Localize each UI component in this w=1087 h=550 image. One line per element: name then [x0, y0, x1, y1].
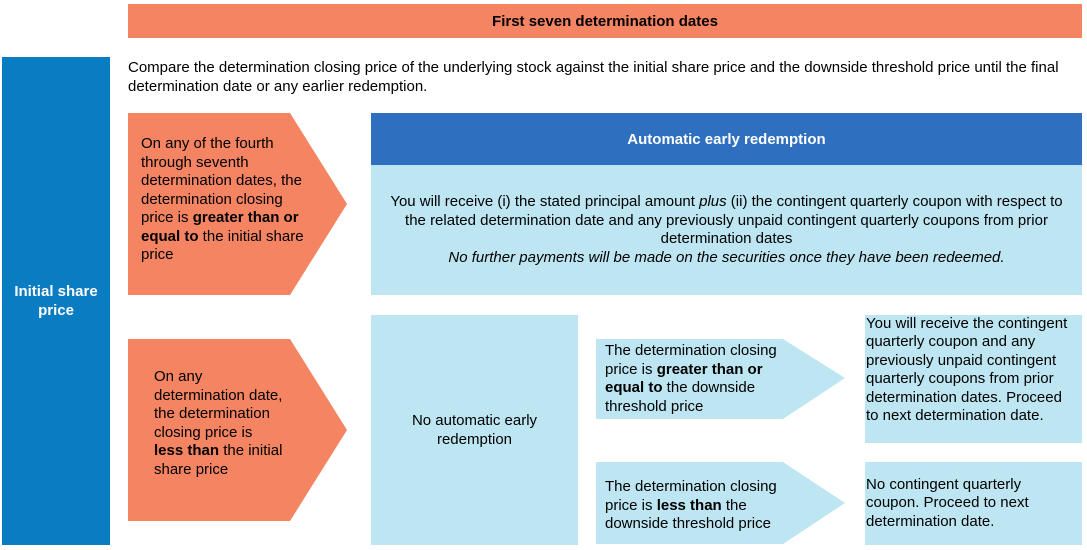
branch-lower-text: The determination closing price is less … [605, 478, 777, 532]
no-redemption-label: No automatic early redemption [411, 412, 538, 448]
redemption-title-bar: Automatic early redemption [371, 113, 1082, 165]
intro-text: Compare the determination closing price … [128, 59, 1059, 95]
outcome-lower-text: No contingent quarterly coupon. Proceed … [866, 475, 1029, 530]
redemption-body: You will receive (i) the stated principa… [371, 165, 1082, 295]
outcome-upper-text: You will receive the contingent quarterl… [866, 315, 1068, 425]
redemption-line2: No further payments will be made on the … [448, 248, 1005, 266]
side-label: Initial share price [14, 283, 98, 319]
condition-bottom-text: On any determination date, the determina… [154, 368, 283, 478]
initial-share-price-bar: Initial share price [2, 57, 110, 545]
header-title: First seven determination dates [492, 12, 718, 30]
redemption-line1: You will receive (i) the stated principa… [390, 193, 1063, 247]
outcome-upper-box: You will receive the contingent quarterl… [865, 315, 1082, 443]
outcome-lower-box: No contingent quarterly coupon. Proceed … [865, 462, 1082, 545]
branch-upper-text: The determination closing price is great… [605, 342, 777, 415]
no-redemption-box: No automatic early redemption [371, 315, 578, 545]
condition-top-text: On any of the fourth through seventh det… [141, 135, 304, 263]
header-bar: First seven determination dates [128, 4, 1082, 38]
redemption-title: Automatic early redemption [627, 130, 826, 148]
